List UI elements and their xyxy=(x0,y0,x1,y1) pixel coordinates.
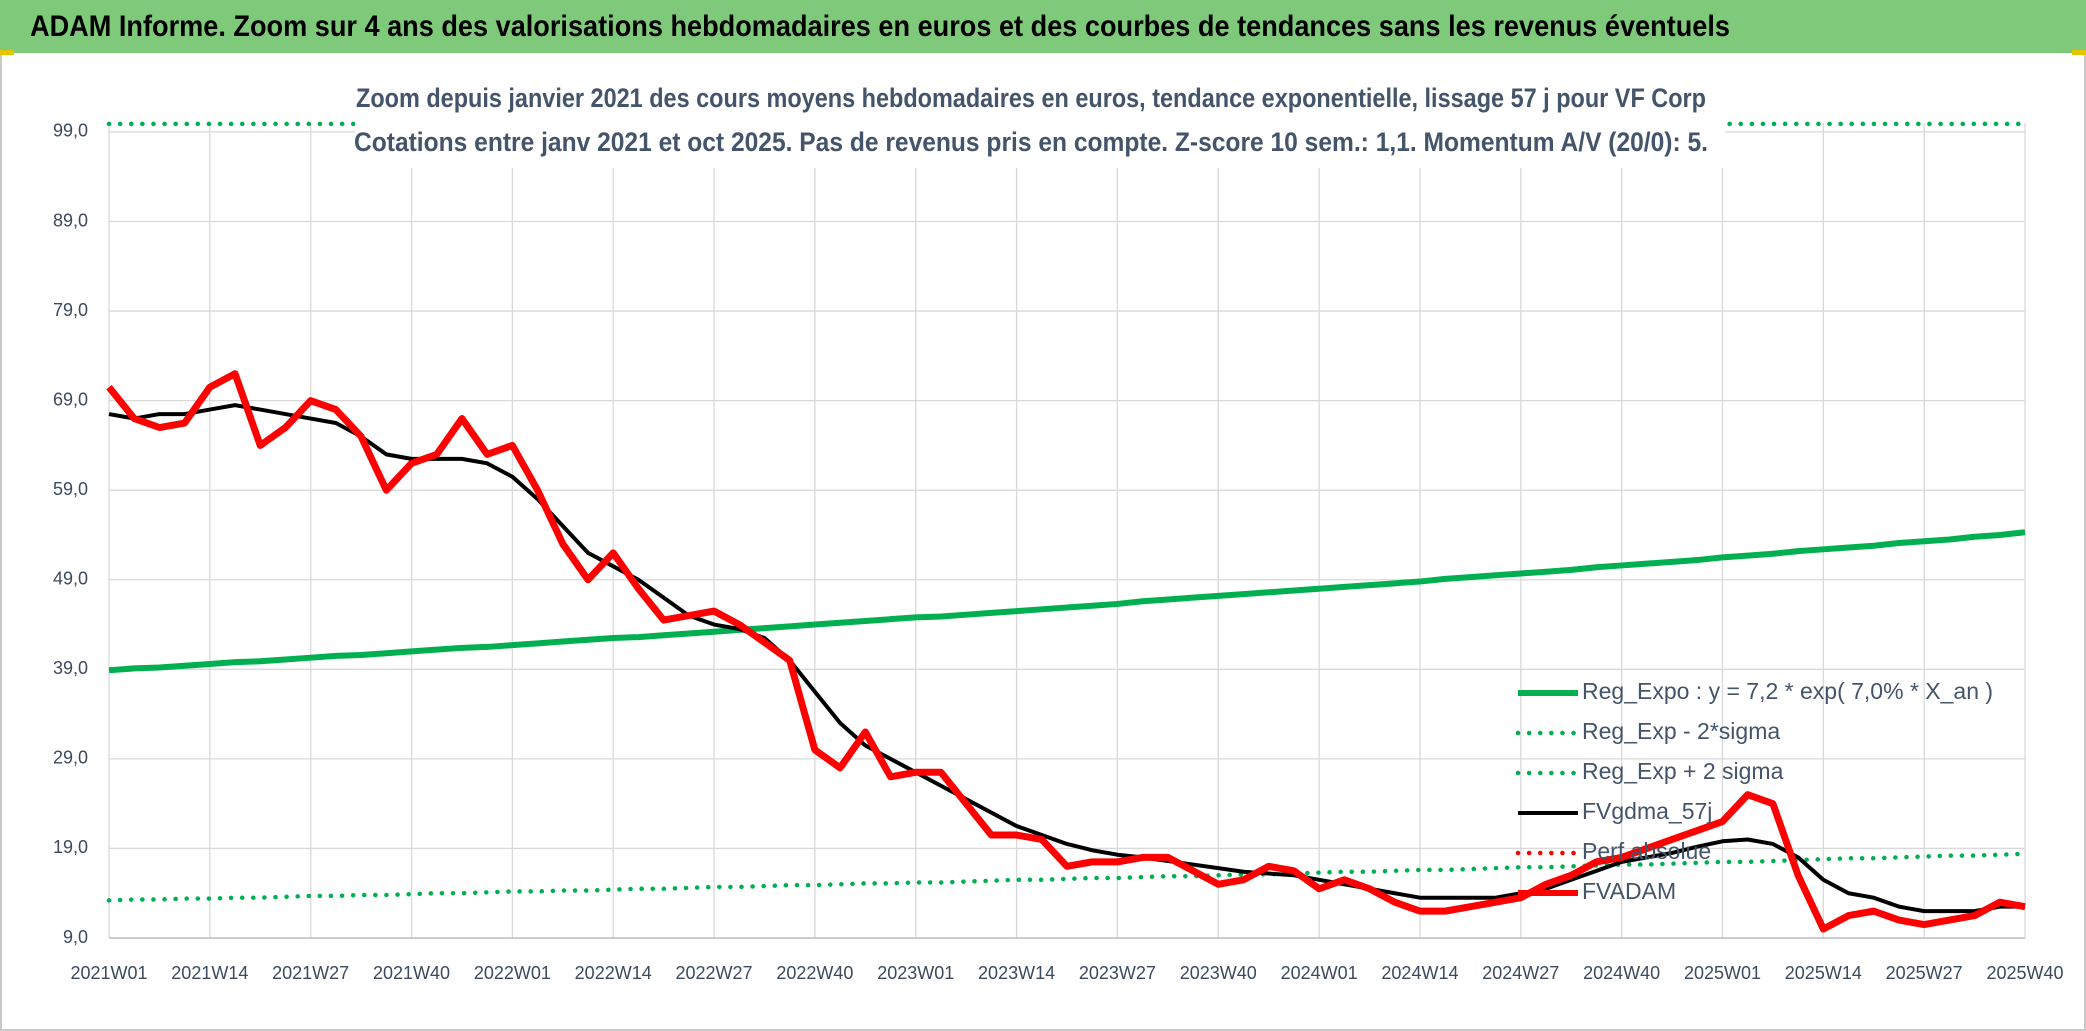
y-tick-label: 89,0 xyxy=(53,210,88,230)
title-background xyxy=(355,80,1725,168)
x-tick-label: 2023W40 xyxy=(1180,963,1257,983)
x-tick-label: 2025W27 xyxy=(1886,963,1963,983)
x-tick-label: 2022W01 xyxy=(474,963,551,983)
x-tick-label: 2024W27 xyxy=(1482,963,1559,983)
x-tick-label: 2022W27 xyxy=(676,963,753,983)
x-tick-label: 2021W40 xyxy=(373,963,450,983)
series-line xyxy=(108,529,2026,674)
chart-subtitle: Cotations entre janv 2021 et oct 2025. P… xyxy=(354,127,1708,157)
corner xyxy=(2072,50,2086,55)
x-tick-label: 2022W14 xyxy=(575,963,652,983)
x-tick-label: 2024W01 xyxy=(1281,963,1358,983)
header-band xyxy=(0,0,2086,53)
series-line xyxy=(106,851,2028,903)
x-tick-label: 2021W14 xyxy=(171,963,248,983)
y-tick-label: 19,0 xyxy=(53,837,88,857)
x-tick-label: 2025W01 xyxy=(1684,963,1761,983)
legend-label: Reg_Exp + 2 sigma xyxy=(1582,758,1784,784)
y-tick-label: 39,0 xyxy=(53,658,88,678)
x-tick-label: 2023W01 xyxy=(877,963,954,983)
x-tick-label: 2021W27 xyxy=(272,963,349,983)
legend-label: FVADAM xyxy=(1582,878,1676,904)
x-tick-label: 2025W40 xyxy=(1986,963,2063,983)
y-tick-label: 79,0 xyxy=(53,300,88,320)
legend-label: FVgdma_57j xyxy=(1582,798,1712,824)
y-tick-label: 29,0 xyxy=(53,748,88,768)
x-tick-label: 2021W01 xyxy=(70,963,147,983)
y-tick-label: 99,0 xyxy=(53,121,88,141)
y-tick-label: 69,0 xyxy=(53,389,88,409)
x-tick-label: 2022W40 xyxy=(776,963,853,983)
header-title: ADAM Informe. Zoom sur 4 ans des valoris… xyxy=(30,10,1730,43)
legend-label: Reg_Exp - 2*sigma xyxy=(1582,718,1780,744)
series-line xyxy=(106,370,2026,933)
x-tick-label: 2024W14 xyxy=(1381,963,1458,983)
legend-label: Perf absolue xyxy=(1582,838,1711,864)
x-tick-label: 2025W14 xyxy=(1785,963,1862,983)
x-tick-label: 2023W14 xyxy=(978,963,1055,983)
x-tick-label: 2024W40 xyxy=(1583,963,1660,983)
x-tick-label: 2023W27 xyxy=(1079,963,1156,983)
y-tick-label: 59,0 xyxy=(53,479,88,499)
chart-title: Zoom depuis janvier 2021 des cours moyen… xyxy=(356,83,1706,113)
y-tick-label: 9,0 xyxy=(63,927,88,947)
legend-label: Reg_Expo : y = 7,2 * exp( 7,0% * X_an ) xyxy=(1582,678,1993,704)
y-tick-label: 49,0 xyxy=(53,569,88,589)
corner xyxy=(0,50,14,55)
